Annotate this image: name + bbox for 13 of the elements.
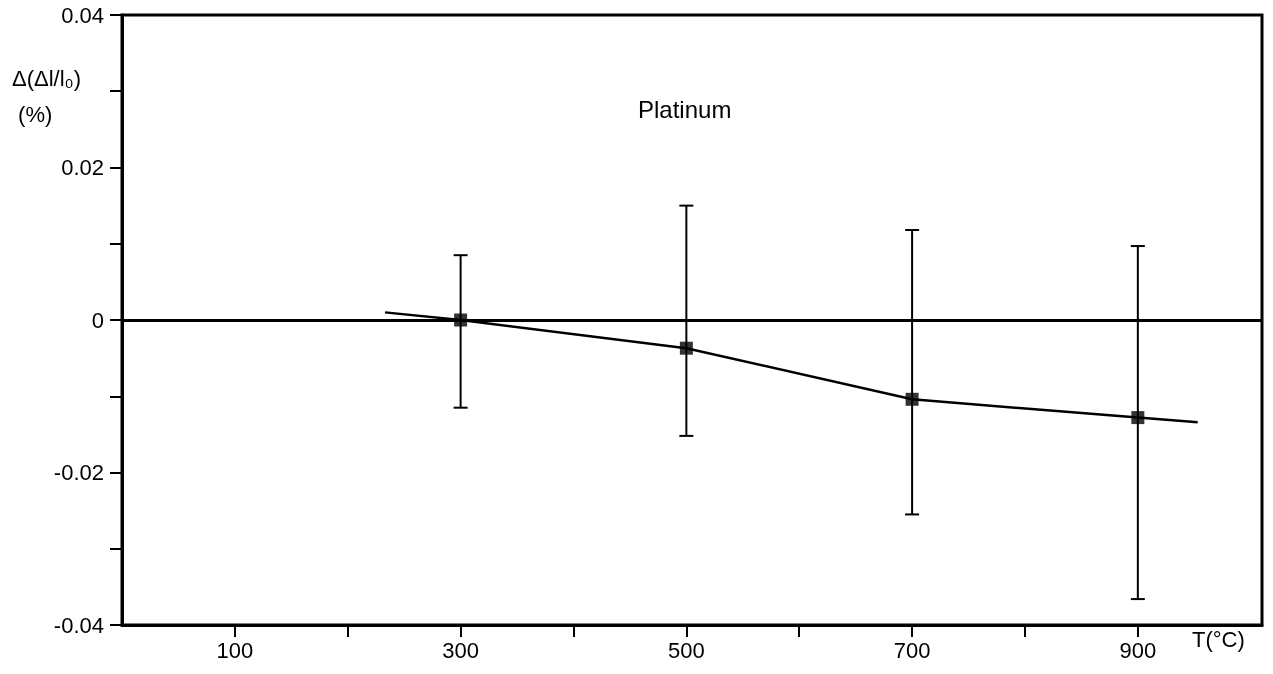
- y-tick-label: 0: [91, 307, 104, 333]
- y-tick-label: 0.04: [61, 2, 104, 28]
- x-tick-label: 700: [893, 637, 931, 663]
- x-tick-label: 900: [1119, 637, 1157, 663]
- y-tick-label: -0.04: [53, 612, 104, 638]
- annotation: Platinum: [638, 95, 732, 123]
- x-tick-label: 300: [442, 637, 479, 663]
- y-tick-label: -0.02: [53, 460, 104, 485]
- x-tick-label: 100: [216, 637, 254, 663]
- y-tick-label: 0.02: [61, 155, 104, 180]
- x-axis-title: T(°C): [1192, 626, 1245, 652]
- x-tick-label: 500: [668, 637, 705, 663]
- y-axis-title: Δ(Δl/l₀) (%): [12, 65, 82, 127]
